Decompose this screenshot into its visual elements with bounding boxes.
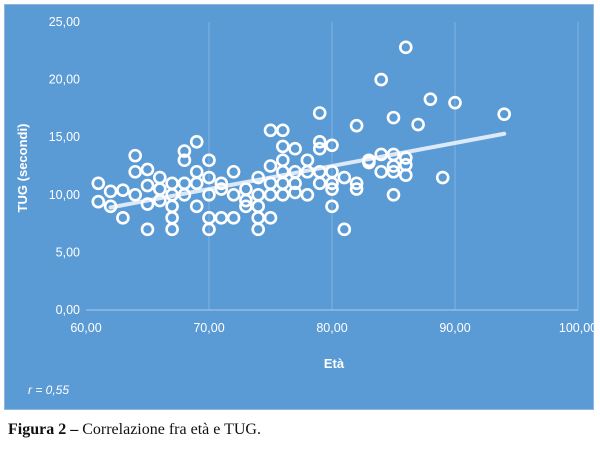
data-point (349, 176, 364, 191)
data-point (423, 92, 438, 106)
data-point (239, 199, 253, 214)
points-layer (91, 40, 512, 237)
data-point (91, 194, 106, 209)
data-point (116, 183, 130, 197)
data-point (386, 159, 401, 173)
y-tick-label: 20,00 (49, 73, 80, 87)
data-point (226, 211, 241, 225)
data-point (349, 118, 364, 133)
correlation-annotation: r = 0,55 (28, 383, 69, 397)
data-point (288, 176, 302, 191)
data-point (251, 222, 266, 237)
data-point (337, 222, 352, 237)
data-point (288, 141, 302, 156)
data-point (202, 222, 216, 237)
y-tick-label: 15,00 (49, 130, 80, 144)
data-point (325, 138, 339, 153)
y-tick-label: 10,00 (49, 188, 80, 202)
scatter-chart: 60,00 70,00 80,00 90,00 100,00 0,00 5,00 10,00 1… (5, 5, 597, 409)
data-point (325, 176, 339, 191)
data-point (177, 188, 192, 202)
data-point (153, 193, 167, 208)
x-tick-label: 90,00 (439, 321, 470, 335)
data-point (362, 155, 376, 170)
data-point (312, 141, 327, 156)
y-axis-title: TUG (secondi) (15, 124, 30, 213)
data-point (398, 168, 413, 183)
data-point (226, 164, 241, 179)
data-point (275, 188, 290, 202)
data-point (91, 176, 106, 191)
data-point (337, 170, 352, 185)
data-point (116, 211, 130, 225)
data-point (128, 148, 142, 163)
data-point (103, 199, 118, 214)
data-point (177, 144, 192, 158)
x-tick-label: 70,00 (193, 321, 224, 335)
trendline (108, 131, 507, 210)
caption-label: Figura 2 – (8, 421, 79, 438)
data-point (312, 106, 327, 120)
x-axis-title: Età (324, 356, 345, 371)
y-tick-label: 0,00 (56, 303, 80, 317)
data-point (251, 170, 266, 185)
data-point (103, 184, 118, 199)
data-point (411, 117, 425, 132)
data-point (300, 164, 315, 179)
data-point (275, 123, 290, 138)
data-point (263, 159, 278, 173)
data-point (226, 188, 241, 202)
data-point (497, 107, 512, 121)
data-point (435, 170, 450, 185)
trendline-layer (108, 131, 507, 210)
data-point (398, 151, 413, 165)
x-tick-label: 60,00 (70, 321, 101, 335)
figure-caption: Figura 2 – Correlazione fra età e TUG. (8, 421, 261, 439)
data-point (202, 188, 216, 202)
x-tick-label: 100,00 (559, 321, 597, 335)
y-tick-label: 25,00 (49, 15, 80, 29)
data-point (349, 182, 364, 196)
data-point (128, 164, 142, 179)
data-point (448, 95, 462, 110)
data-point (214, 182, 229, 196)
data-point (374, 72, 389, 87)
data-point (189, 199, 204, 214)
data-point (140, 222, 155, 237)
data-point (214, 176, 229, 191)
data-point (288, 185, 302, 200)
data-point (189, 176, 204, 191)
data-point (398, 40, 413, 55)
data-point (140, 178, 155, 193)
caption-text: Correlazione fra età e TUG. (78, 421, 261, 438)
data-point (312, 135, 327, 149)
data-point (386, 188, 401, 202)
data-point (214, 211, 229, 225)
y-tick-label: 5,00 (56, 245, 80, 259)
data-point (189, 135, 204, 149)
data-point (177, 153, 192, 168)
data-point (300, 188, 315, 202)
data-point (202, 153, 216, 168)
data-point (128, 188, 142, 202)
data-point (325, 199, 339, 214)
data-point (202, 170, 216, 185)
data-point (263, 211, 278, 225)
data-point (165, 222, 179, 237)
x-tick-label: 80,00 (316, 321, 347, 335)
tick-labels: 60,00 70,00 80,00 90,00 100,00 0,00 5,00 10,00 1… (49, 15, 597, 335)
figure-panel (4, 4, 594, 410)
data-point (239, 193, 253, 208)
data-point (140, 162, 155, 177)
data-point (140, 197, 155, 211)
data-point (386, 164, 401, 179)
chart-background (5, 5, 593, 409)
data-point (275, 139, 290, 154)
data-point (386, 110, 401, 125)
data-point (325, 182, 339, 196)
